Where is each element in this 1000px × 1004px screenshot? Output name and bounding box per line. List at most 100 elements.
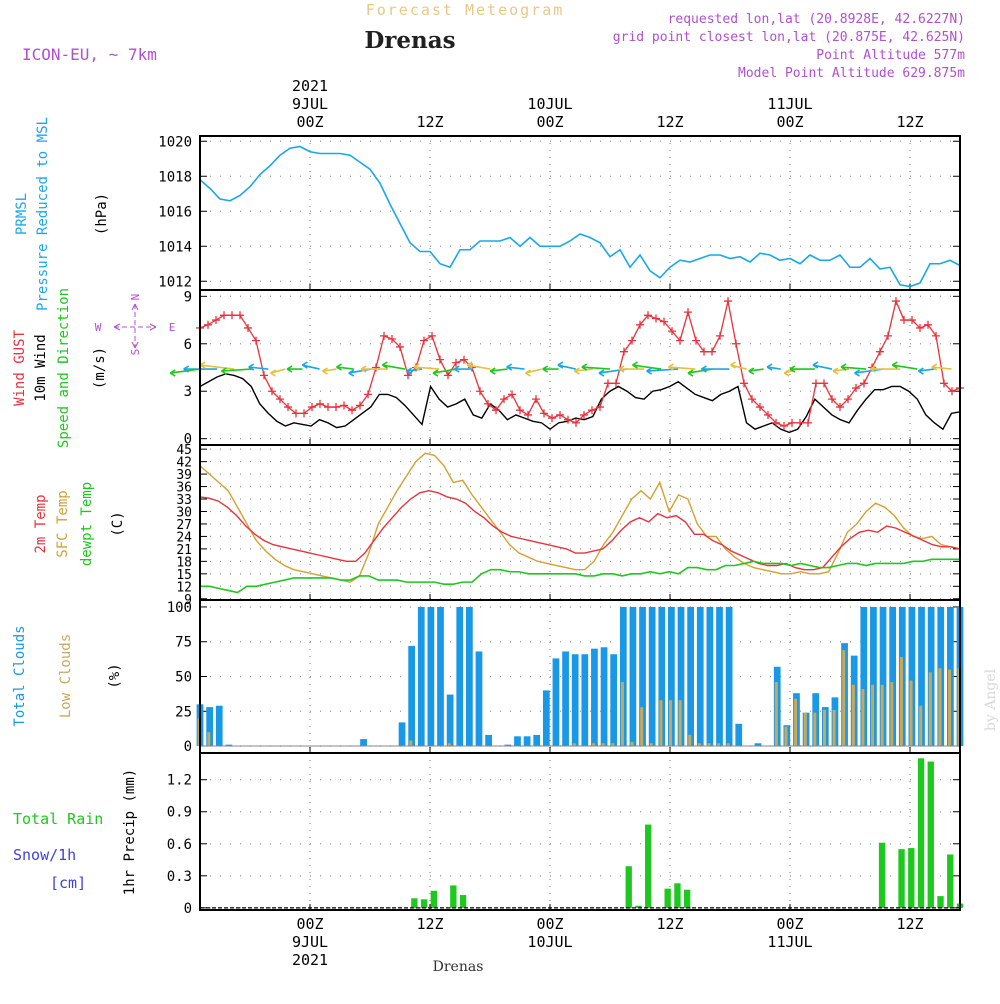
gust-line-marker [788, 418, 796, 427]
compass-e: E [169, 321, 176, 334]
gust-line-marker [700, 347, 708, 356]
total-cloud-bar [639, 606, 646, 747]
precip-label: 1hr Precip (mm) [122, 769, 138, 895]
gust-label: Wind GUST [12, 330, 28, 406]
wind-arrow [687, 368, 713, 377]
requested-coords: requested lon,lat (20.8928E, 42.6227N) [668, 12, 965, 27]
gust-line-marker [660, 317, 668, 326]
dewpt-line [200, 558, 960, 594]
gust-line-marker [804, 418, 812, 427]
gust-line-marker [380, 331, 388, 340]
low-cloud-bar [880, 684, 884, 747]
gust-line-marker [228, 311, 236, 320]
total-cloud-bar [706, 606, 714, 747]
cm-label: [cm] [50, 874, 86, 892]
wind-arrow [221, 367, 252, 375]
gust-line-marker [292, 409, 300, 418]
top-date-label: 9JUL [292, 95, 328, 113]
rain-bar [459, 895, 467, 908]
bottom-year-label: 2021 [292, 951, 328, 969]
gust-line-marker [484, 399, 492, 408]
gust-line-marker [204, 320, 212, 329]
rain-bar [937, 896, 944, 908]
wind-arrow [489, 367, 508, 375]
gust-line-marker [268, 387, 276, 396]
y-tick-label: 100 [167, 600, 192, 616]
y-tick-label: 0 [184, 739, 192, 755]
c-label: (C) [110, 511, 126, 536]
y-tick-label: 0.9 [167, 805, 192, 821]
gust-line-marker [604, 379, 612, 388]
rain-bar [947, 854, 954, 908]
total-cloud-bar [504, 744, 512, 747]
y-tick-label: 75 [175, 635, 192, 651]
top-time-label: 00Z [536, 113, 563, 131]
total-cloud-bar [562, 651, 569, 747]
y-tick-label: 0.6 [167, 837, 192, 853]
gust-line-marker [812, 379, 820, 388]
wind-arrow [301, 361, 320, 370]
low-cloud-bar [620, 682, 624, 747]
credit: by Angel [983, 668, 999, 731]
y-tick-label: 9 [184, 593, 192, 608]
wind-arrow [646, 367, 679, 375]
wind-arrow [789, 365, 815, 373]
y-tick-label: 0 [184, 901, 192, 917]
y-tick-label: 50 [175, 670, 192, 686]
compass-icon: W E N S [95, 294, 176, 356]
total-cloud-bar [918, 606, 925, 747]
gust-line-marker [652, 314, 660, 323]
gust-line-marker [692, 336, 700, 345]
gust-line-marker [852, 384, 860, 393]
panel-frame [199, 444, 961, 601]
prmsl-long-label: Pressure Reduced to MSL [35, 117, 51, 311]
sfc-label: SFC Temp [55, 490, 71, 557]
gridpoint-coords: grid point closest lon,lat (20.875E, 42.… [613, 30, 965, 45]
low-cloud-bar [832, 709, 836, 747]
total-cloud-bar [360, 739, 367, 747]
panel-frame [199, 135, 961, 291]
gust-line-marker [540, 409, 548, 418]
sfc-temp-line [199, 452, 961, 583]
low-cloud-bar [697, 743, 701, 747]
gust-line-marker [924, 320, 932, 329]
station-name: Drenas [364, 27, 455, 54]
top-date-label: 10JUL [527, 95, 572, 113]
wind-arrow [618, 365, 645, 373]
gust-line-marker [732, 339, 740, 348]
low-cloud-bar [899, 657, 903, 747]
total-cloud-bar [619, 606, 627, 747]
total-cloud-bar [225, 744, 233, 747]
y-tick-label: 36 [176, 481, 192, 496]
rain-bar [450, 885, 457, 908]
low-cloud-bar [726, 743, 730, 747]
gust-line-marker [428, 331, 436, 340]
bottom-date-label: 10JUL [527, 933, 572, 951]
total-cloud-bar [437, 606, 444, 747]
top-date-label: 11JUL [767, 95, 812, 113]
low-clouds-label: Low Clouds [58, 634, 74, 718]
gust-line-marker [532, 395, 540, 404]
panel-1: 1012 1014 1016 1018 1020 [158, 134, 960, 290]
total-cloud-bar [870, 606, 877, 747]
low-cloud-bar [409, 740, 413, 747]
wind-arrow [812, 361, 833, 370]
low-cloud-bar [649, 743, 653, 747]
wind-arrow [701, 365, 730, 373]
gust-line-marker [684, 308, 692, 317]
low-cloud-bar [669, 700, 673, 747]
rain-bar [645, 824, 652, 908]
wind-arrow [748, 367, 764, 375]
wind-arrow [557, 361, 576, 370]
wind-arrow [891, 361, 918, 370]
gust-line-marker [932, 331, 940, 340]
top-time-label: 12Z [656, 113, 683, 131]
t2m-line [199, 489, 961, 571]
point-altitude: Point Altitude 577m [816, 48, 965, 63]
total-cloud-bar [600, 647, 608, 747]
gust-line-marker [396, 342, 404, 351]
gust-line-marker [724, 297, 732, 306]
y-tick-label: 1018 [158, 169, 192, 185]
